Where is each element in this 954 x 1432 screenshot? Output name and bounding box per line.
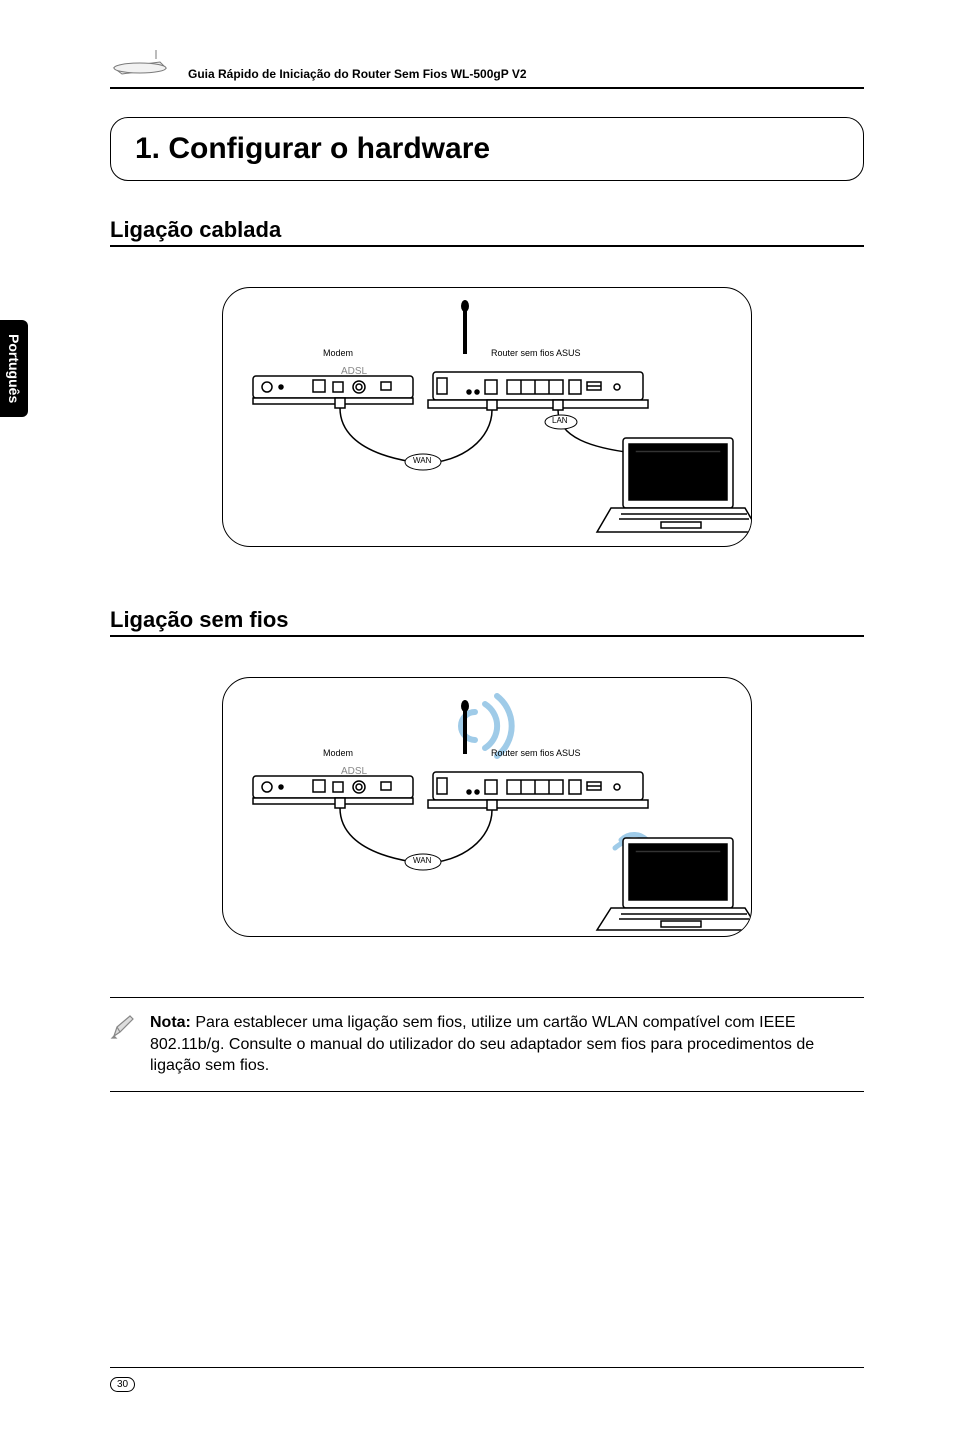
note-bold: Nota:	[150, 1014, 191, 1031]
wired-wan-label: WAN	[413, 456, 431, 465]
wired-heading: Ligação cablada	[110, 217, 864, 247]
wired-diagram-wrap: ADSL	[110, 287, 864, 547]
wired-modem-label: Modem	[323, 348, 353, 358]
wireless-wan-label: WAN	[413, 856, 431, 865]
wireless-heading: Ligação sem fios	[110, 607, 864, 637]
wireless-diagram: ADSL	[222, 677, 752, 937]
header-title: Guia Rápido de Iniciação do Router Sem F…	[188, 67, 527, 83]
footer-rule	[110, 1367, 864, 1368]
wired-lan-label: LAN	[552, 416, 568, 425]
svg-text:ADSL: ADSL	[341, 766, 368, 777]
svg-text:ADSL: ADSL	[341, 366, 368, 377]
page-body: Guia Rápido de Iniciação do Router Sem F…	[0, 0, 954, 1432]
note-text: Nota: Para establecer uma ligação sem fi…	[150, 1012, 864, 1077]
note-body: Para establecer uma ligação sem fios, ut…	[150, 1014, 814, 1074]
page-number: 30	[110, 1377, 135, 1392]
wired-diagram: ADSL	[222, 287, 752, 547]
router-icon	[110, 50, 170, 83]
page-header: Guia Rápido de Iniciação do Router Sem F…	[110, 50, 864, 89]
section-title: 1. Configurar o hardware	[135, 132, 839, 166]
section-title-box: 1. Configurar o hardware	[110, 117, 864, 181]
note-block: Nota: Para establecer uma ligação sem fi…	[110, 997, 864, 1092]
wireless-diagram-wrap: ADSL	[110, 677, 864, 937]
wireless-router-label: Router sem fios ASUS	[491, 748, 581, 758]
wireless-modem-label: Modem	[323, 748, 353, 758]
pencil-icon	[110, 1014, 136, 1045]
wired-router-label: Router sem fios ASUS	[491, 348, 581, 358]
